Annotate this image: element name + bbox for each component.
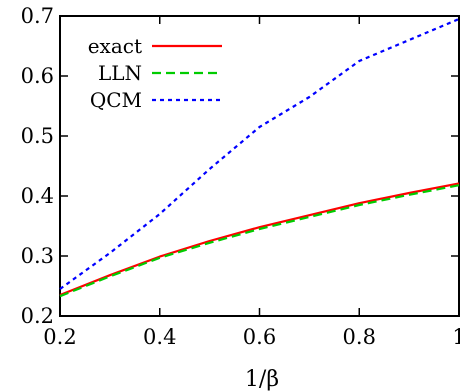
legend-label-qcm: QCM: [90, 88, 142, 112]
x-tick-label: 0.6: [243, 325, 276, 349]
y-tick-label: 0.2: [21, 304, 54, 328]
x-tick-label: 0.8: [343, 325, 376, 349]
series-layer: [59, 17, 460, 298]
x-axis-label: 1/β: [245, 367, 279, 392]
y-tick-label: 0.7: [21, 4, 54, 28]
legend: exact LLN QCM: [88, 34, 222, 112]
x-tick-label: 1: [452, 325, 460, 349]
y-tick-label: 0.6: [21, 64, 54, 88]
y-tick-label: 0.3: [21, 244, 54, 268]
legend-label-lln: LLN: [98, 61, 142, 85]
y-tick-label: 0.4: [21, 184, 54, 208]
series-line-lln: [59, 184, 460, 298]
series-line-exact: [59, 182, 460, 297]
y-tick-label: 0.5: [21, 124, 54, 148]
legend-label-exact: exact: [88, 34, 142, 58]
x-tick-label: 0.2: [43, 325, 76, 349]
x-tick-label: 0.4: [143, 325, 176, 349]
ticks-layer: 0.2 0.4 0.6 0.8 1 0.2 0.3 0.4 0.5 0.6 0.7: [21, 4, 460, 349]
series-line-qcm: [59, 17, 460, 290]
